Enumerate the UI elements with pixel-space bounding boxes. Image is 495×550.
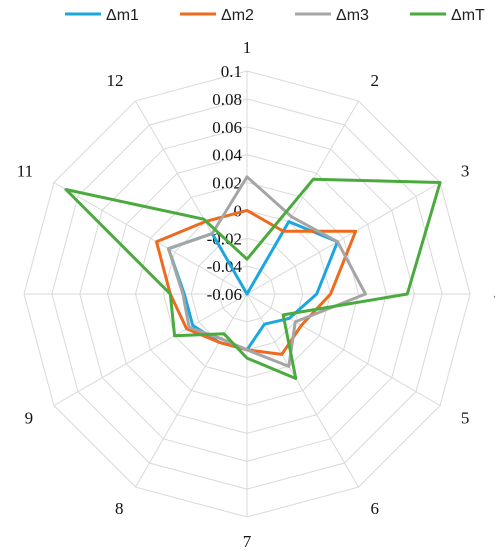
category-label: 5 — [461, 409, 470, 428]
category-label: 7 — [243, 532, 252, 550]
category-label: 1 — [243, 38, 252, 57]
tick-label: 0.02 — [212, 174, 242, 193]
grid-spoke — [246, 182, 441, 295]
category-label: 12 — [107, 71, 124, 90]
category-label: 9 — [25, 409, 34, 428]
legend-label: ΔmT — [451, 7, 485, 24]
category-label: 2 — [371, 71, 380, 90]
grid-spoke — [53, 293, 248, 406]
series-line — [64, 177, 442, 380]
category-label: 6 — [371, 499, 380, 518]
series-group — [64, 175, 442, 380]
tick-label: 0 — [234, 201, 243, 220]
tick-label: 0.06 — [212, 118, 242, 137]
legend-label: Δm1 — [106, 7, 139, 24]
category-label: 3 — [461, 162, 470, 181]
category-label: 8 — [115, 499, 124, 518]
tick-label: 0.08 — [212, 90, 242, 109]
tick-label: -0.04 — [207, 257, 243, 276]
grid-spoke — [135, 293, 248, 488]
legend-label: Δm2 — [221, 7, 254, 24]
tick-label: 0.1 — [221, 62, 242, 81]
tick-label: -0.06 — [207, 285, 242, 304]
legend-label: Δm3 — [336, 7, 369, 24]
series-line — [167, 175, 367, 368]
tick-label: 0.04 — [212, 146, 242, 165]
grid-spoke — [53, 182, 248, 295]
grid-spoke — [246, 293, 441, 406]
grid-spoke — [246, 293, 359, 488]
legend: Δm1 Δm2 Δm3 ΔmT — [65, 7, 485, 24]
series-line — [155, 208, 358, 356]
category-label: 11 — [17, 162, 33, 181]
